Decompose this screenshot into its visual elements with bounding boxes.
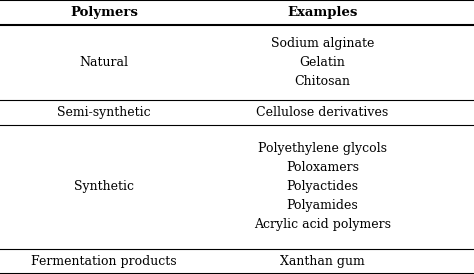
Text: Synthetic: Synthetic bbox=[74, 180, 134, 193]
Text: Xanthan gum: Xanthan gum bbox=[280, 255, 365, 268]
Text: Polyethylene glycols
Poloxamers
Polyactides
Polyamides
Acrylic acid polymers: Polyethylene glycols Poloxamers Polyacti… bbox=[254, 142, 391, 231]
Text: Sodium alginate
Gelatin
Chitosan: Sodium alginate Gelatin Chitosan bbox=[271, 37, 374, 88]
Text: Examples: Examples bbox=[287, 6, 357, 19]
Text: Polymers: Polymers bbox=[70, 6, 138, 19]
Text: Cellulose derivatives: Cellulose derivatives bbox=[256, 105, 389, 119]
Text: Natural: Natural bbox=[80, 56, 129, 69]
Text: Fermentation products: Fermentation products bbox=[31, 255, 177, 268]
Text: Semi-synthetic: Semi-synthetic bbox=[57, 105, 151, 119]
